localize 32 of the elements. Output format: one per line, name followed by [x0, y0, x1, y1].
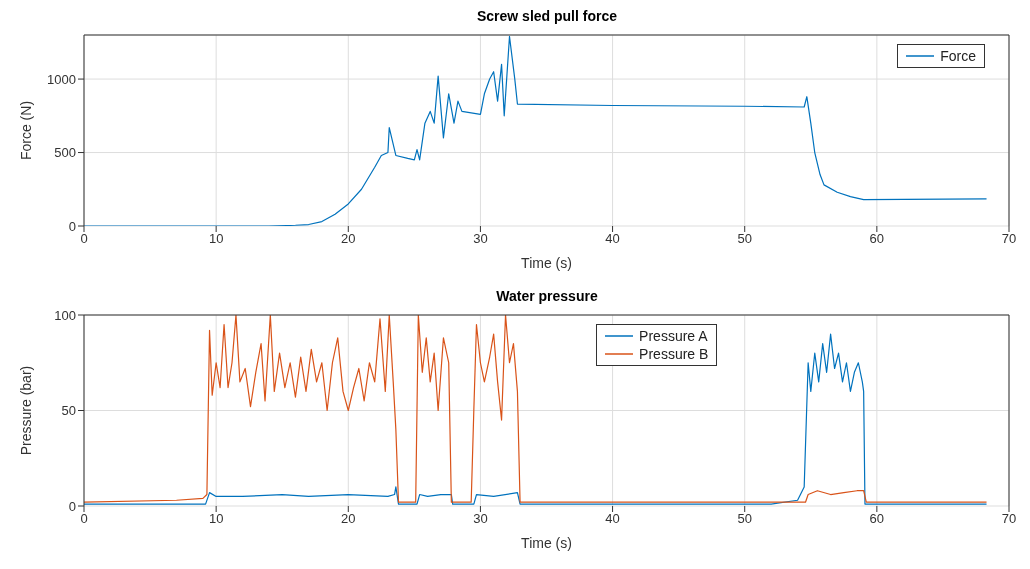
x-axis-title: Time (s) — [521, 535, 572, 551]
x-tick-label: 40 — [605, 511, 620, 527]
x-tick-label: 20 — [341, 231, 356, 247]
chart-title: Screw sled pull force — [475, 8, 619, 26]
x-tick-label: 60 — [869, 231, 885, 247]
legend-label: Force — [940, 47, 976, 65]
x-tick-label: 0 — [80, 511, 88, 527]
x-tick-label: 10 — [208, 231, 224, 247]
y-axis-title: Force (N) — [17, 100, 34, 161]
x-tick-label: 30 — [473, 231, 488, 247]
x-tick-label: 30 — [473, 511, 488, 527]
y-axis-title: Pressure (bar) — [17, 365, 34, 456]
legend-label: Pressure A — [639, 327, 708, 345]
x-axis-title: Time (s) — [521, 255, 572, 271]
x-tick-label: 0 — [80, 231, 88, 247]
y-tick-label: 0 — [68, 498, 76, 514]
x-tick-label: 70 — [1001, 511, 1017, 527]
x-tick-label: 40 — [605, 231, 620, 247]
y-tick-label: 500 — [54, 145, 76, 161]
x-tick-label: 50 — [737, 231, 752, 247]
y-tick-label: 0 — [68, 218, 76, 234]
x-tick-label: 50 — [737, 511, 752, 527]
chart-title: Water pressure — [495, 288, 599, 306]
x-tick-label: 60 — [869, 511, 885, 527]
y-tick-label: 100 — [54, 307, 76, 323]
x-tick-label: 70 — [1001, 231, 1017, 247]
x-tick-label: 20 — [341, 511, 356, 527]
x-tick-label: 10 — [208, 511, 224, 527]
line-series — [84, 35, 988, 226]
legend-label: Pressure B — [639, 345, 709, 363]
y-tick-label: 1000 — [47, 71, 76, 87]
y-tick-label: 50 — [61, 403, 76, 419]
